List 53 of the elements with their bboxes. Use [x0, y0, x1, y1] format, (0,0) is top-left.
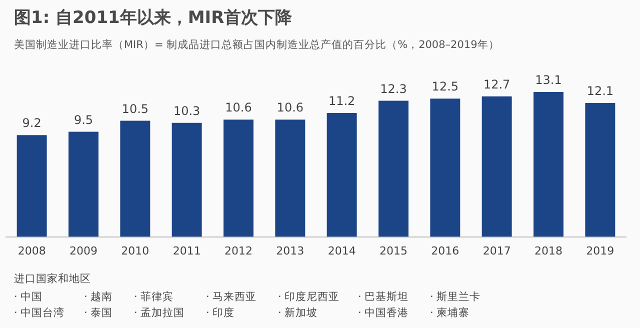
x-tick-label: 2012 — [224, 244, 252, 258]
text: · 越南 — [84, 290, 114, 304]
text: · 印度尼西亚 — [278, 290, 341, 304]
x-tick-label: 2019 — [586, 244, 614, 258]
data-label: 9.5 — [74, 112, 94, 127]
text: · 印度 — [206, 306, 236, 320]
data-label: 10.6 — [276, 100, 304, 115]
bar — [275, 120, 306, 237]
bar — [224, 120, 254, 237]
data-label: 10.5 — [122, 102, 149, 116]
data-label: 12.5 — [432, 80, 459, 94]
bar — [68, 132, 98, 237]
data-label: 9.2 — [22, 116, 42, 130]
text: · 菲律宾 — [134, 290, 175, 304]
text: 进口国家和地区 — [14, 272, 92, 286]
bar — [378, 100, 408, 237]
data-label: 12.7 — [483, 78, 510, 92]
chart-subtitle: 美国制造业进口比率（MIR）= 制成品进口总额占国内制造业总产值的百分比（%，2008–2019年） — [14, 38, 500, 52]
bar — [585, 103, 616, 237]
text: · 中国 — [14, 290, 44, 304]
data-label: 12.1 — [586, 84, 614, 98]
text: · 柬埔寨 — [430, 306, 471, 320]
bar — [16, 135, 47, 237]
text: · 斯里兰卡 — [430, 290, 482, 304]
x-tick-label: 2013 — [276, 244, 304, 258]
x-tick-label: 2016 — [431, 244, 460, 258]
data-label: 10.6 — [225, 100, 252, 115]
bar — [172, 122, 202, 237]
x-tick-label: 2018 — [534, 244, 562, 258]
x-tick-label: 2010 — [121, 244, 150, 258]
chart-title: 图1: 自2011年以来，MIR首次下降 — [14, 7, 292, 29]
bar — [326, 112, 357, 237]
data-label: 11.2 — [328, 94, 356, 108]
text: · 巴基斯坦 — [358, 290, 410, 304]
data-label: 10.3 — [173, 104, 200, 118]
text: · 中国香港 — [358, 306, 410, 320]
x-tick-label: 2015 — [380, 244, 408, 258]
x-tick-label: 2008 — [18, 244, 46, 258]
bar — [482, 96, 512, 237]
data-label: 13.1 — [535, 73, 562, 88]
data-label: 12.3 — [380, 82, 407, 96]
x-tick-label: 2009 — [70, 244, 98, 258]
text: · 马来西亚 — [206, 290, 258, 304]
x-tick-label: 2017 — [482, 244, 511, 258]
bar — [120, 120, 150, 237]
text: · 新加坡 — [278, 306, 319, 320]
text: · 中国台湾 — [14, 306, 66, 320]
x-tick-label: 2014 — [328, 244, 356, 258]
text: · 孟加拉国 — [134, 306, 186, 320]
text: · 泰国 — [84, 306, 114, 320]
bar — [430, 98, 460, 237]
bar — [534, 92, 564, 237]
x-tick-label: 2011 — [172, 244, 201, 258]
